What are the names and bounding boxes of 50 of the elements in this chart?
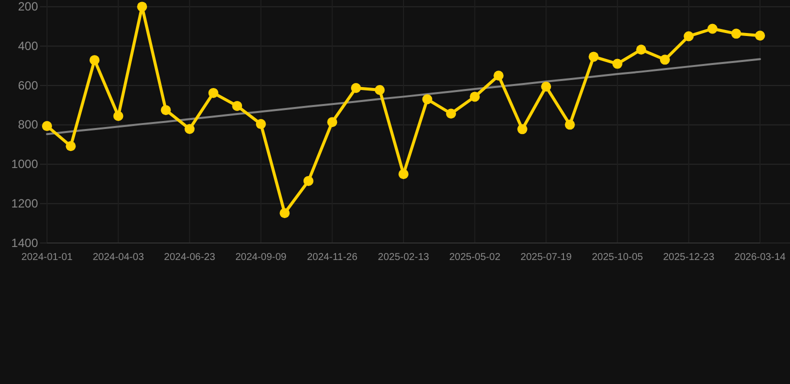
y-tick-label: 1400 xyxy=(11,236,38,250)
point xyxy=(636,44,646,55)
x-tick-label: 2024-09-09 xyxy=(235,252,287,263)
point xyxy=(208,88,218,98)
point xyxy=(422,94,432,104)
y-tick-label: 200 xyxy=(18,0,38,14)
point xyxy=(446,108,456,119)
point xyxy=(684,31,694,42)
y-tick-label: 1000 xyxy=(11,157,38,172)
x-tick-label: 2026-03-14 xyxy=(734,252,786,263)
point xyxy=(160,105,171,116)
x-tick-label: 2024-11-26 xyxy=(306,252,358,263)
point xyxy=(113,110,124,121)
point xyxy=(90,55,100,66)
point xyxy=(588,52,599,62)
point xyxy=(137,2,148,12)
point xyxy=(303,176,314,186)
point xyxy=(755,30,765,41)
y-tick-label: 800 xyxy=(18,118,38,132)
point xyxy=(517,124,528,134)
point xyxy=(494,70,504,81)
y-tick-label: 1200 xyxy=(11,196,38,210)
x-tick-label: 2024-06-23 xyxy=(164,252,216,263)
y-tick-label: 400 xyxy=(18,38,38,53)
point xyxy=(350,83,361,94)
point xyxy=(707,24,718,34)
x-tick-label: 2024-01-01 xyxy=(21,252,74,263)
x-tick-label: 2025-07-19 xyxy=(520,252,572,263)
point xyxy=(398,169,408,180)
point xyxy=(612,58,622,69)
x-tick-label: 2025-10-05 xyxy=(592,252,644,263)
point xyxy=(660,54,670,65)
point xyxy=(541,82,552,92)
point xyxy=(731,28,742,39)
point xyxy=(374,84,385,95)
point xyxy=(184,124,195,134)
x-tick-label: 2025-02-13 xyxy=(378,252,430,263)
point xyxy=(232,100,242,111)
point xyxy=(256,119,266,130)
point xyxy=(42,121,52,132)
x-tick-label: 2025-05-02 xyxy=(449,252,501,263)
y-tick-label: 600 xyxy=(18,78,38,92)
point xyxy=(470,92,480,102)
line-series xyxy=(46,58,761,136)
point xyxy=(564,120,575,130)
point xyxy=(66,141,76,152)
point xyxy=(327,117,338,128)
point xyxy=(280,208,290,218)
x-tick-label: 2024-04-03 xyxy=(92,252,144,263)
x-tick-label: 2025-12-23 xyxy=(663,252,715,263)
